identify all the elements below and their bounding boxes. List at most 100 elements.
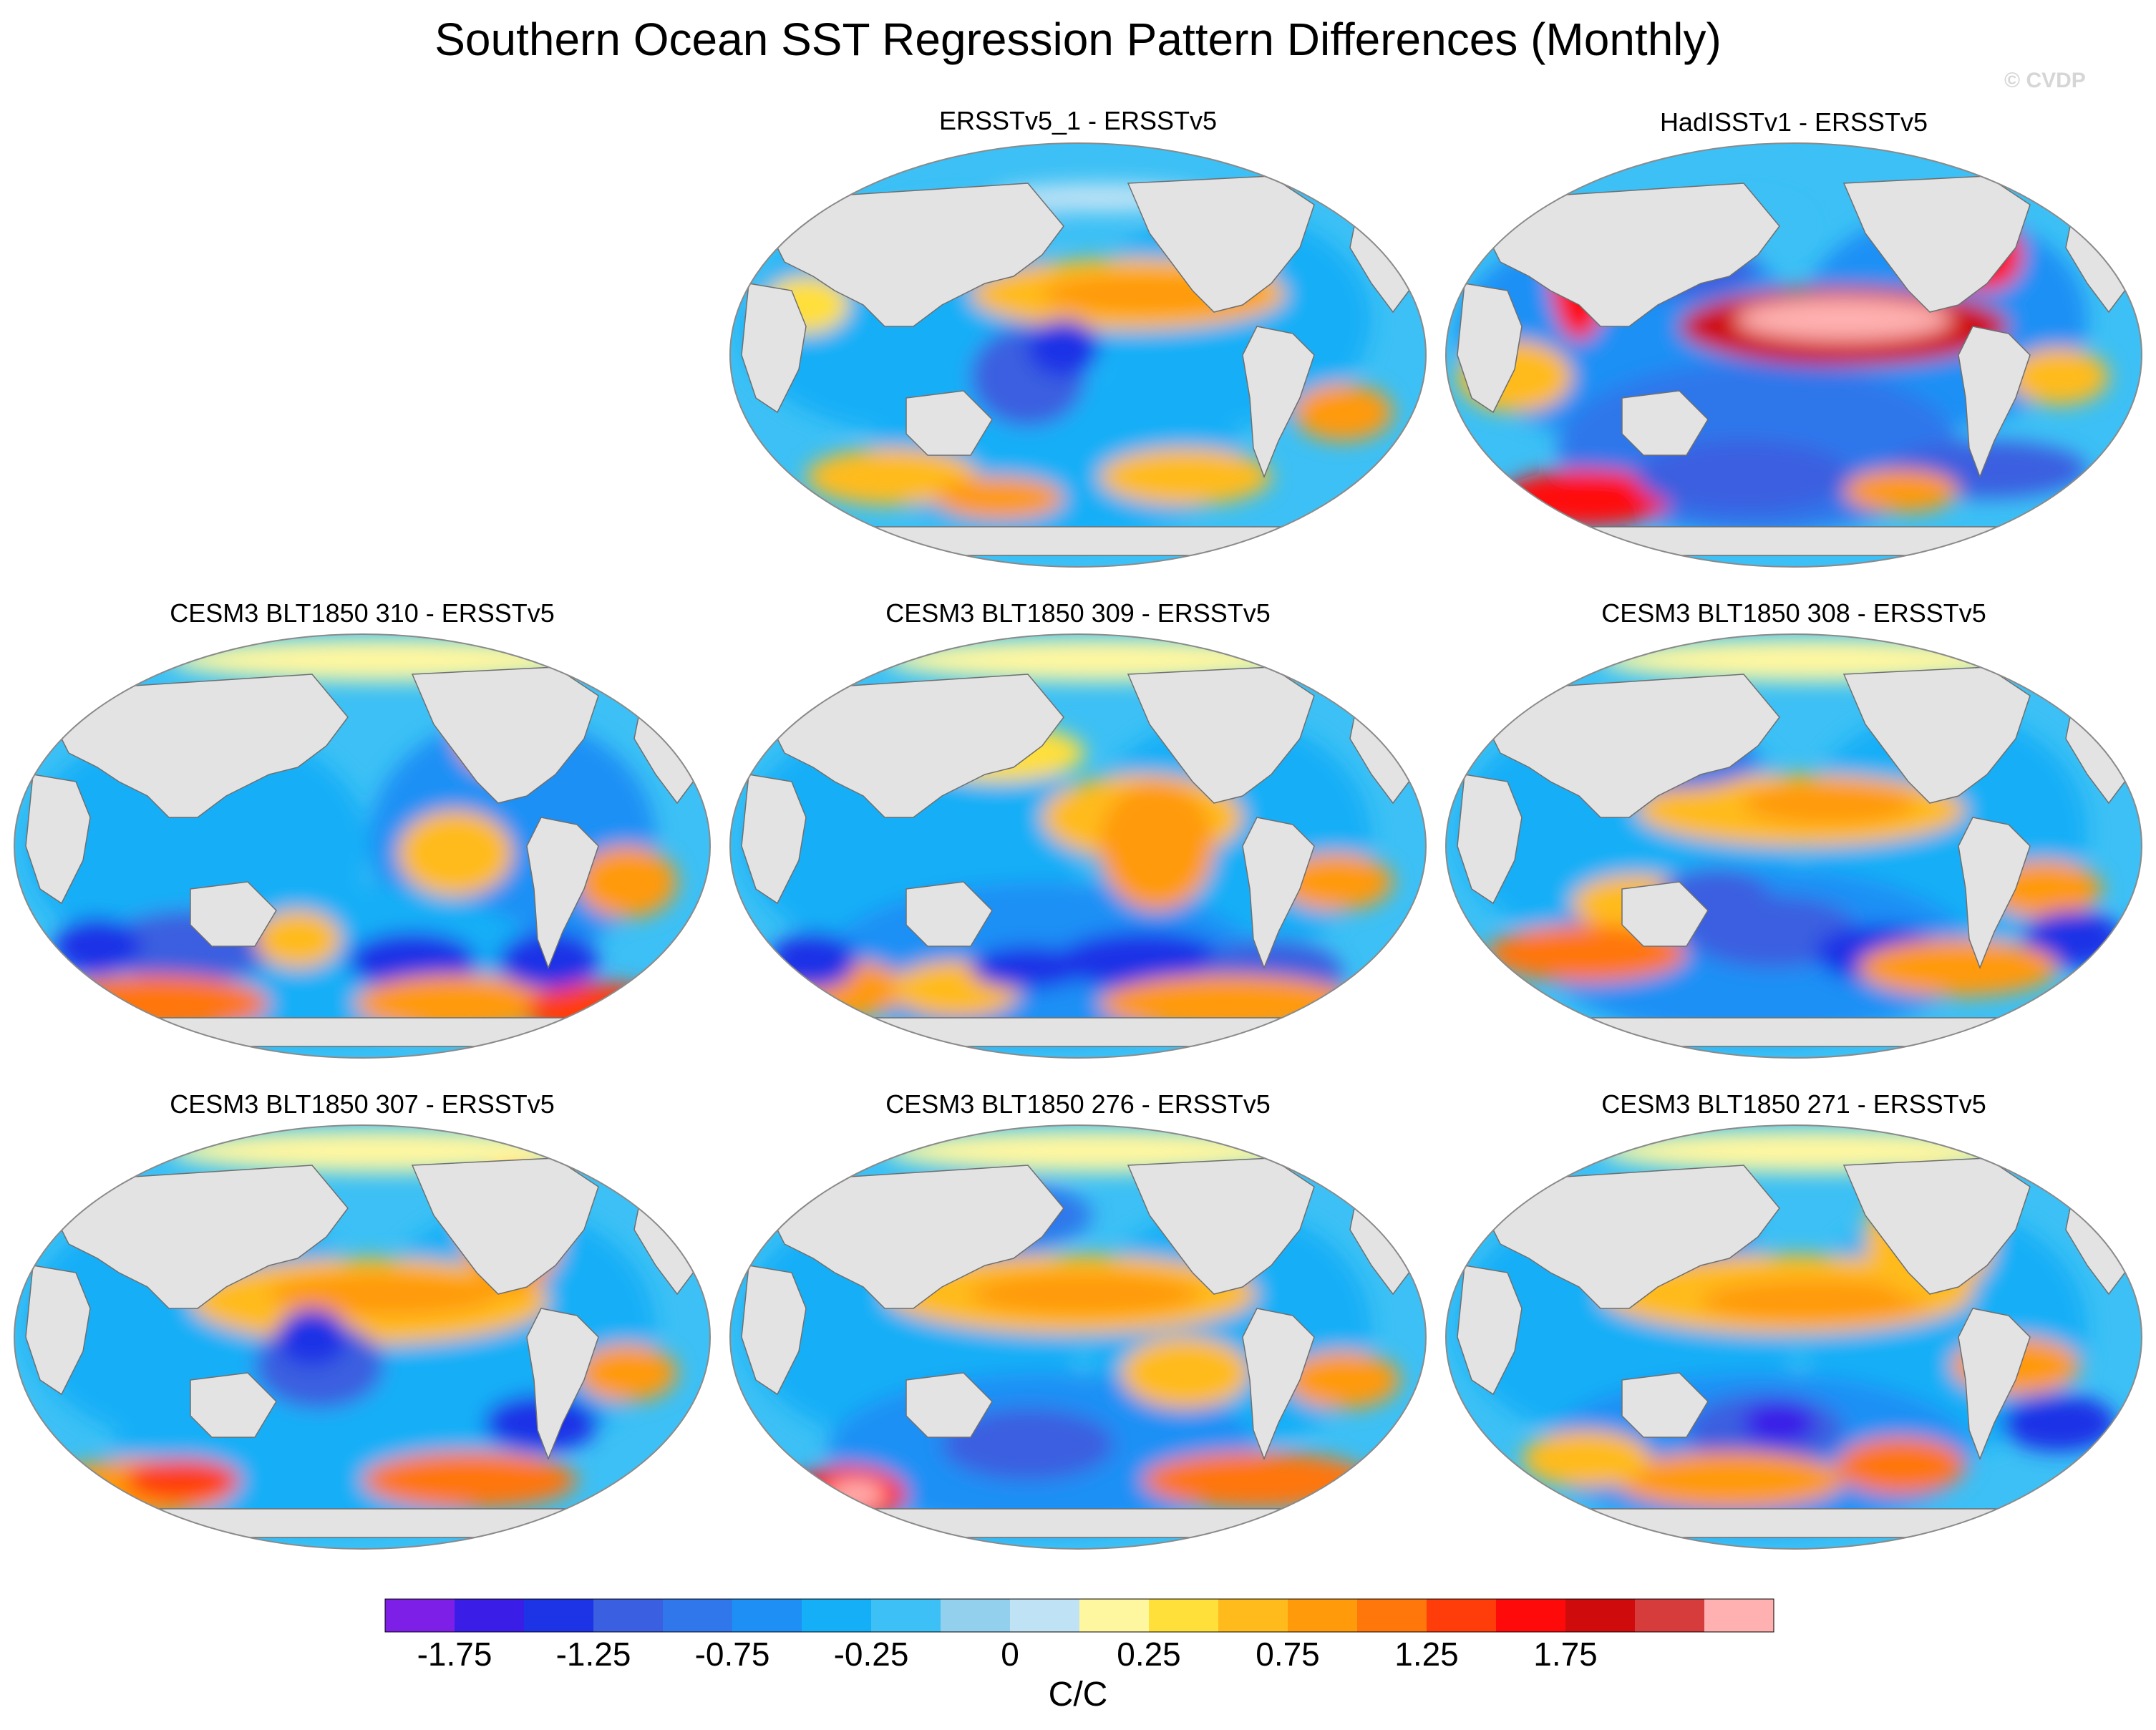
map-panel-1 — [729, 142, 1427, 568]
colorbar-swatch — [593, 1599, 664, 1632]
colorbar-swatch — [871, 1599, 941, 1632]
sst-anomaly-region — [1701, 1280, 1930, 1323]
land-mass — [190, 1372, 277, 1438]
sst-anomaly-region — [1286, 1351, 1400, 1409]
sst-anomaly-region — [942, 1409, 1114, 1480]
sst-anomaly-region — [1744, 782, 1915, 825]
land-mass — [783, 526, 1373, 556]
colorbar-swatch — [1010, 1599, 1080, 1632]
sst-anomaly-region — [806, 448, 978, 505]
land-mass — [741, 283, 807, 414]
sst-anomaly-region — [54, 918, 140, 975]
land-mass — [1958, 1308, 2031, 1461]
sst-anomaly-region — [269, 1273, 498, 1316]
colorbar-swatch — [1704, 1599, 1774, 1632]
colorbar-swatch — [1218, 1599, 1288, 1632]
sst-anomaly-region — [1121, 1337, 1250, 1409]
panel-title-2: HadISSTv1 - ERSSTv5 — [1659, 107, 1928, 137]
colorbar-swatch — [1079, 1599, 1150, 1632]
panel-title-8: CESM3 BLT1850 271 - ERSSTv5 — [1601, 1089, 1986, 1119]
land-mass — [54, 674, 349, 818]
sst-anomaly-region — [276, 1308, 348, 1366]
map-panel-3 — [14, 633, 711, 1059]
map-panel-4 — [729, 633, 1427, 1059]
colorbar-swatch — [1635, 1599, 1705, 1632]
sst-anomaly-region — [2001, 1394, 2116, 1452]
land-mass — [1621, 390, 1709, 456]
sst-anomaly-region — [935, 477, 1064, 520]
map-outline — [14, 633, 711, 1059]
sst-anomaly-region — [1636, 441, 1851, 512]
land-mass — [769, 674, 1064, 818]
land-mass — [783, 1508, 1373, 1538]
land-mass — [25, 1265, 91, 1396]
sst-anomaly-region — [971, 946, 1085, 989]
land-mass — [1485, 674, 1780, 818]
land-mass — [905, 1372, 993, 1438]
land-mass — [769, 183, 1064, 327]
land-mass — [411, 666, 599, 804]
sst-anomaly-region — [1837, 1437, 1966, 1495]
colorbar-swatch — [455, 1599, 525, 1632]
colorbar-tick-label: 1.25 — [1394, 1636, 1459, 1673]
sst-anomaly-region — [126, 1459, 241, 1502]
sst-anomaly-region — [1737, 298, 1951, 341]
colorbar-tick-label: 0.75 — [1256, 1636, 1320, 1673]
figure-title: Southern Ocean SST Regression Pattern Di… — [434, 14, 1722, 65]
land-mass — [783, 1017, 1373, 1047]
colorbar-tick-label: -0.75 — [694, 1636, 770, 1673]
colorbar-units: C/C — [1048, 1676, 1108, 1714]
colorbar-swatch — [1427, 1599, 1497, 1632]
sst-anomaly-region — [577, 1344, 677, 1401]
land-mass — [741, 1265, 807, 1396]
land-mass — [1485, 183, 1780, 327]
land-mass — [526, 1308, 599, 1461]
map-panel-7 — [729, 1124, 1427, 1550]
land-mass — [741, 774, 807, 905]
land-mass — [190, 881, 277, 947]
colorbar-swatch — [663, 1599, 733, 1632]
land-mass — [25, 774, 91, 905]
land-mass — [1242, 817, 1315, 970]
sst-anomaly-region — [527, 982, 670, 1039]
map-outline — [1445, 1124, 2142, 1550]
land-mass — [1242, 1308, 1315, 1461]
sst-anomaly-region — [971, 1273, 1200, 1316]
land-mass — [1499, 1508, 2089, 1538]
land-mass — [526, 817, 599, 970]
colorbar — [384, 1598, 1774, 1633]
land-mass — [769, 1165, 1064, 1309]
land-mass — [1499, 1017, 2089, 1047]
colorbar-swatch — [732, 1599, 802, 1632]
colorbar-tick-label: 1.75 — [1533, 1636, 1598, 1673]
map-panel-6 — [14, 1124, 711, 1550]
sst-anomaly-region — [1744, 1401, 1815, 1444]
map-outline — [729, 1124, 1427, 1550]
map-outline — [1445, 142, 2142, 568]
map-outline — [14, 1124, 711, 1550]
sst-anomaly-region — [362, 1452, 577, 1509]
colorbar-tick-label: -0.25 — [833, 1636, 909, 1673]
panel-title-5: CESM3 BLT1850 308 - ERSSTv5 — [1601, 598, 1986, 628]
colorbar-swatch — [941, 1599, 1011, 1632]
sst-anomaly-region — [1522, 1430, 1651, 1487]
sst-anomaly-region — [577, 846, 677, 918]
colorbar-tick-label: 0.25 — [1117, 1636, 1181, 1673]
sst-anomaly-region — [1028, 319, 1099, 376]
sst-anomaly-region — [1057, 932, 1228, 989]
land-mass — [67, 1017, 657, 1047]
sst-anomaly-region — [1686, 896, 1858, 968]
colorbar-swatch — [385, 1599, 455, 1632]
land-mass — [1499, 526, 2089, 556]
sst-anomaly-region — [255, 910, 341, 968]
land-mass — [1842, 1157, 2031, 1295]
panel-title-7: CESM3 BLT1850 276 - ERSSTv5 — [885, 1089, 1271, 1119]
land-mass — [1958, 817, 2031, 970]
land-mass — [67, 1508, 657, 1538]
sst-anomaly-region — [1844, 470, 1958, 512]
land-mass — [1457, 283, 1523, 414]
colorbar-swatch — [1357, 1599, 1427, 1632]
map-outline — [729, 633, 1427, 1059]
land-mass — [1127, 175, 1315, 313]
colorbar-tick-label: -1.75 — [417, 1636, 492, 1673]
